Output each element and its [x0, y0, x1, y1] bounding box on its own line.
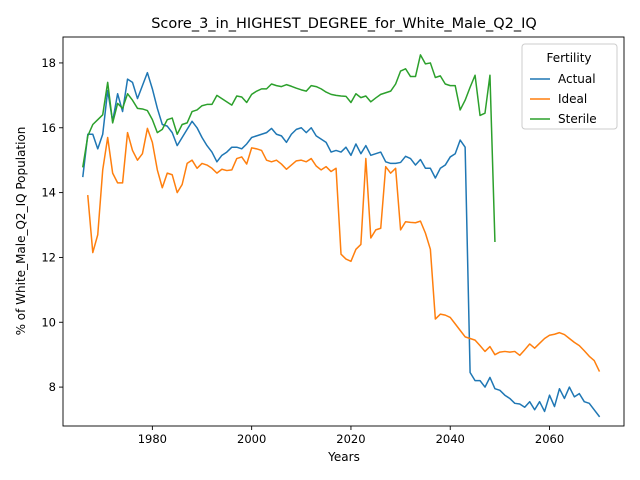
x-tick-label: 2040	[436, 432, 465, 446]
x-tick-label: 1980	[138, 432, 167, 446]
y-tick-label: 14	[41, 186, 56, 200]
x-axis-label: Years	[327, 450, 360, 464]
series-layer	[82, 54, 601, 418]
y-tick-label: 10	[41, 315, 56, 329]
chart-title: Score_3_in_HIGHEST_DEGREE_for_White_Male…	[151, 16, 537, 32]
y-tick-label: 8	[49, 380, 56, 394]
legend-label-sterile: Sterile	[558, 112, 597, 126]
x-tick-label: 2000	[237, 432, 266, 446]
x-tick-label: 2020	[336, 432, 365, 446]
legend-frame	[521, 43, 618, 130]
series-line-actual	[82, 71, 601, 418]
legend-entries: Actual Ideal Sterile	[530, 72, 597, 126]
y-axis-label: % of White_Male_Q2_IQ Population	[14, 127, 28, 336]
y-tick-label: 18	[41, 56, 56, 70]
x-tick-label: 2060	[535, 432, 564, 446]
legend: Fertility Actual Ideal Sterile	[521, 43, 618, 130]
x-axis: 1980 2000 2020 2040 2060	[138, 426, 564, 446]
series-line-sterile	[82, 54, 496, 242]
y-tick-label: 12	[41, 250, 56, 264]
series-line-ideal	[87, 127, 601, 372]
y-axis: 8 10 12 14 16 18	[41, 56, 63, 394]
legend-label-actual: Actual	[558, 72, 596, 86]
plot-area-frame	[62, 36, 625, 427]
y-tick-label: 16	[41, 121, 56, 135]
legend-title: Fertility	[546, 51, 591, 65]
legend-label-ideal: Ideal	[558, 92, 587, 106]
